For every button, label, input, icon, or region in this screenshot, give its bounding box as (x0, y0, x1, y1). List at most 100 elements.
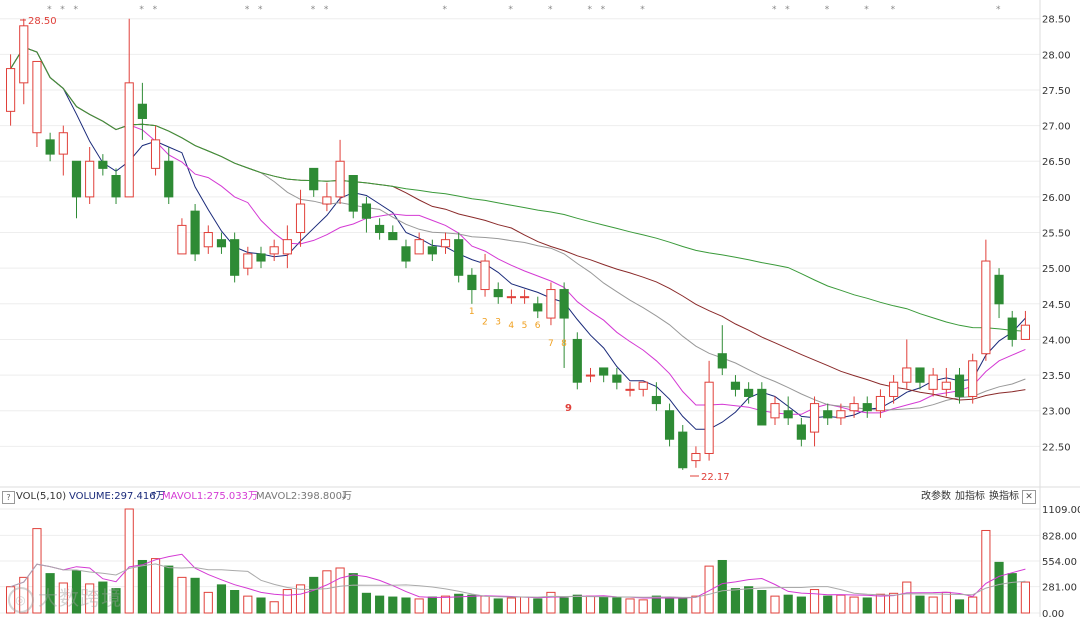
candle[interactable] (559, 282, 569, 368)
candle[interactable] (862, 396, 872, 418)
volume-chart[interactable]: 1109.00 828.00 554.00 281.00 0.00 (0, 488, 1080, 617)
candle[interactable] (744, 382, 754, 404)
candle[interactable] (533, 296, 543, 319)
candle[interactable] (335, 139, 345, 205)
event-star-icon[interactable]: * (825, 5, 830, 15)
event-star-icon[interactable]: * (996, 5, 1001, 15)
event-star-icon[interactable]: * (47, 5, 52, 15)
candle[interactable] (348, 175, 358, 219)
candle[interactable] (322, 182, 332, 212)
candle[interactable] (836, 403, 846, 425)
candle[interactable] (467, 268, 477, 304)
candle[interactable] (493, 282, 503, 304)
candle[interactable] (757, 382, 767, 426)
edit-params-button[interactable]: 改参数 (921, 491, 951, 502)
candle[interactable] (150, 125, 161, 176)
candle[interactable] (32, 60, 42, 147)
price-chart[interactable]: * * * * * * * * * * * * * * * * * * * * * 28.50 28.00 27.50 27.… (0, 0, 1080, 488)
candle[interactable] (111, 168, 121, 205)
candle[interactable] (730, 375, 741, 397)
candle[interactable] (309, 167, 319, 197)
event-star-icon[interactable]: * (311, 5, 316, 15)
candle[interactable] (427, 239, 437, 262)
candle[interactable] (256, 246, 266, 269)
candle[interactable] (770, 396, 780, 425)
event-star-icon[interactable]: * (548, 5, 553, 15)
event-markers[interactable]: * * * * * * * * * * * * * * * * * * * * * (47, 5, 1001, 15)
candle[interactable] (625, 382, 635, 397)
candle[interactable] (717, 325, 727, 376)
candle[interactable] (124, 18, 134, 198)
candle[interactable] (915, 367, 925, 390)
help-icon[interactable]: ? (2, 491, 15, 504)
add-indicator-button[interactable]: 加指标 (955, 491, 985, 502)
candle[interactable] (203, 225, 213, 254)
event-star-icon[interactable]: * (324, 5, 329, 15)
candle[interactable] (282, 225, 292, 269)
candle[interactable] (414, 232, 424, 255)
candles[interactable] (6, 18, 1030, 470)
candle[interactable] (295, 189, 306, 247)
candle[interactable] (875, 389, 886, 418)
candle[interactable] (216, 232, 227, 254)
candle[interactable] (45, 132, 55, 162)
candle[interactable] (902, 339, 912, 390)
candle[interactable] (994, 268, 1004, 319)
event-star-icon[interactable]: * (601, 5, 606, 15)
candle[interactable] (361, 196, 372, 233)
event-star-icon[interactable]: * (258, 5, 263, 15)
candle[interactable] (19, 18, 29, 105)
candle[interactable] (1007, 310, 1017, 347)
candle[interactable] (440, 232, 451, 254)
candle[interactable] (230, 232, 240, 283)
candle[interactable] (177, 218, 187, 255)
candle[interactable] (190, 204, 200, 262)
event-star-icon[interactable]: * (245, 5, 250, 15)
candle[interactable] (98, 154, 108, 176)
event-star-icon[interactable]: * (785, 5, 790, 15)
candle[interactable] (85, 146, 95, 205)
event-star-icon[interactable]: * (508, 5, 513, 15)
candle[interactable] (638, 381, 648, 397)
event-star-icon[interactable]: * (443, 5, 448, 15)
event-star-icon[interactable]: * (864, 5, 869, 15)
event-star-icon[interactable]: * (153, 5, 158, 15)
candle[interactable] (704, 360, 714, 461)
candle[interactable] (809, 396, 820, 447)
candle[interactable] (546, 282, 556, 326)
candle[interactable] (954, 367, 965, 404)
candle[interactable] (889, 375, 899, 404)
candle[interactable] (520, 289, 530, 304)
candle[interactable] (388, 225, 398, 241)
candle[interactable] (506, 289, 516, 304)
candle[interactable] (269, 239, 279, 262)
candle[interactable] (1020, 310, 1030, 340)
candle[interactable] (678, 424, 688, 470)
candle[interactable] (783, 396, 793, 425)
candle[interactable] (796, 417, 806, 447)
event-star-icon[interactable]: * (587, 5, 592, 15)
candle[interactable] (981, 239, 991, 361)
candle[interactable] (137, 82, 147, 140)
candle[interactable] (375, 218, 385, 240)
candle[interactable] (968, 353, 978, 404)
candle[interactable] (454, 232, 464, 283)
close-icon[interactable]: ✕ (1022, 490, 1036, 504)
candle[interactable] (243, 246, 253, 276)
candle[interactable] (401, 239, 411, 269)
candle[interactable] (480, 253, 490, 297)
event-star-icon[interactable]: * (772, 5, 777, 15)
event-star-icon[interactable]: * (891, 5, 896, 15)
event-star-icon[interactable]: * (139, 5, 144, 15)
candle[interactable] (164, 146, 174, 205)
candle[interactable] (941, 367, 951, 397)
candle[interactable] (651, 382, 661, 411)
candle[interactable] (928, 367, 938, 397)
candle[interactable] (612, 367, 622, 390)
candle[interactable] (572, 332, 582, 390)
candle[interactable] (691, 446, 701, 468)
candle[interactable] (6, 54, 16, 126)
candle[interactable] (823, 403, 833, 425)
candle[interactable] (58, 125, 68, 176)
candle[interactable] (585, 367, 596, 383)
